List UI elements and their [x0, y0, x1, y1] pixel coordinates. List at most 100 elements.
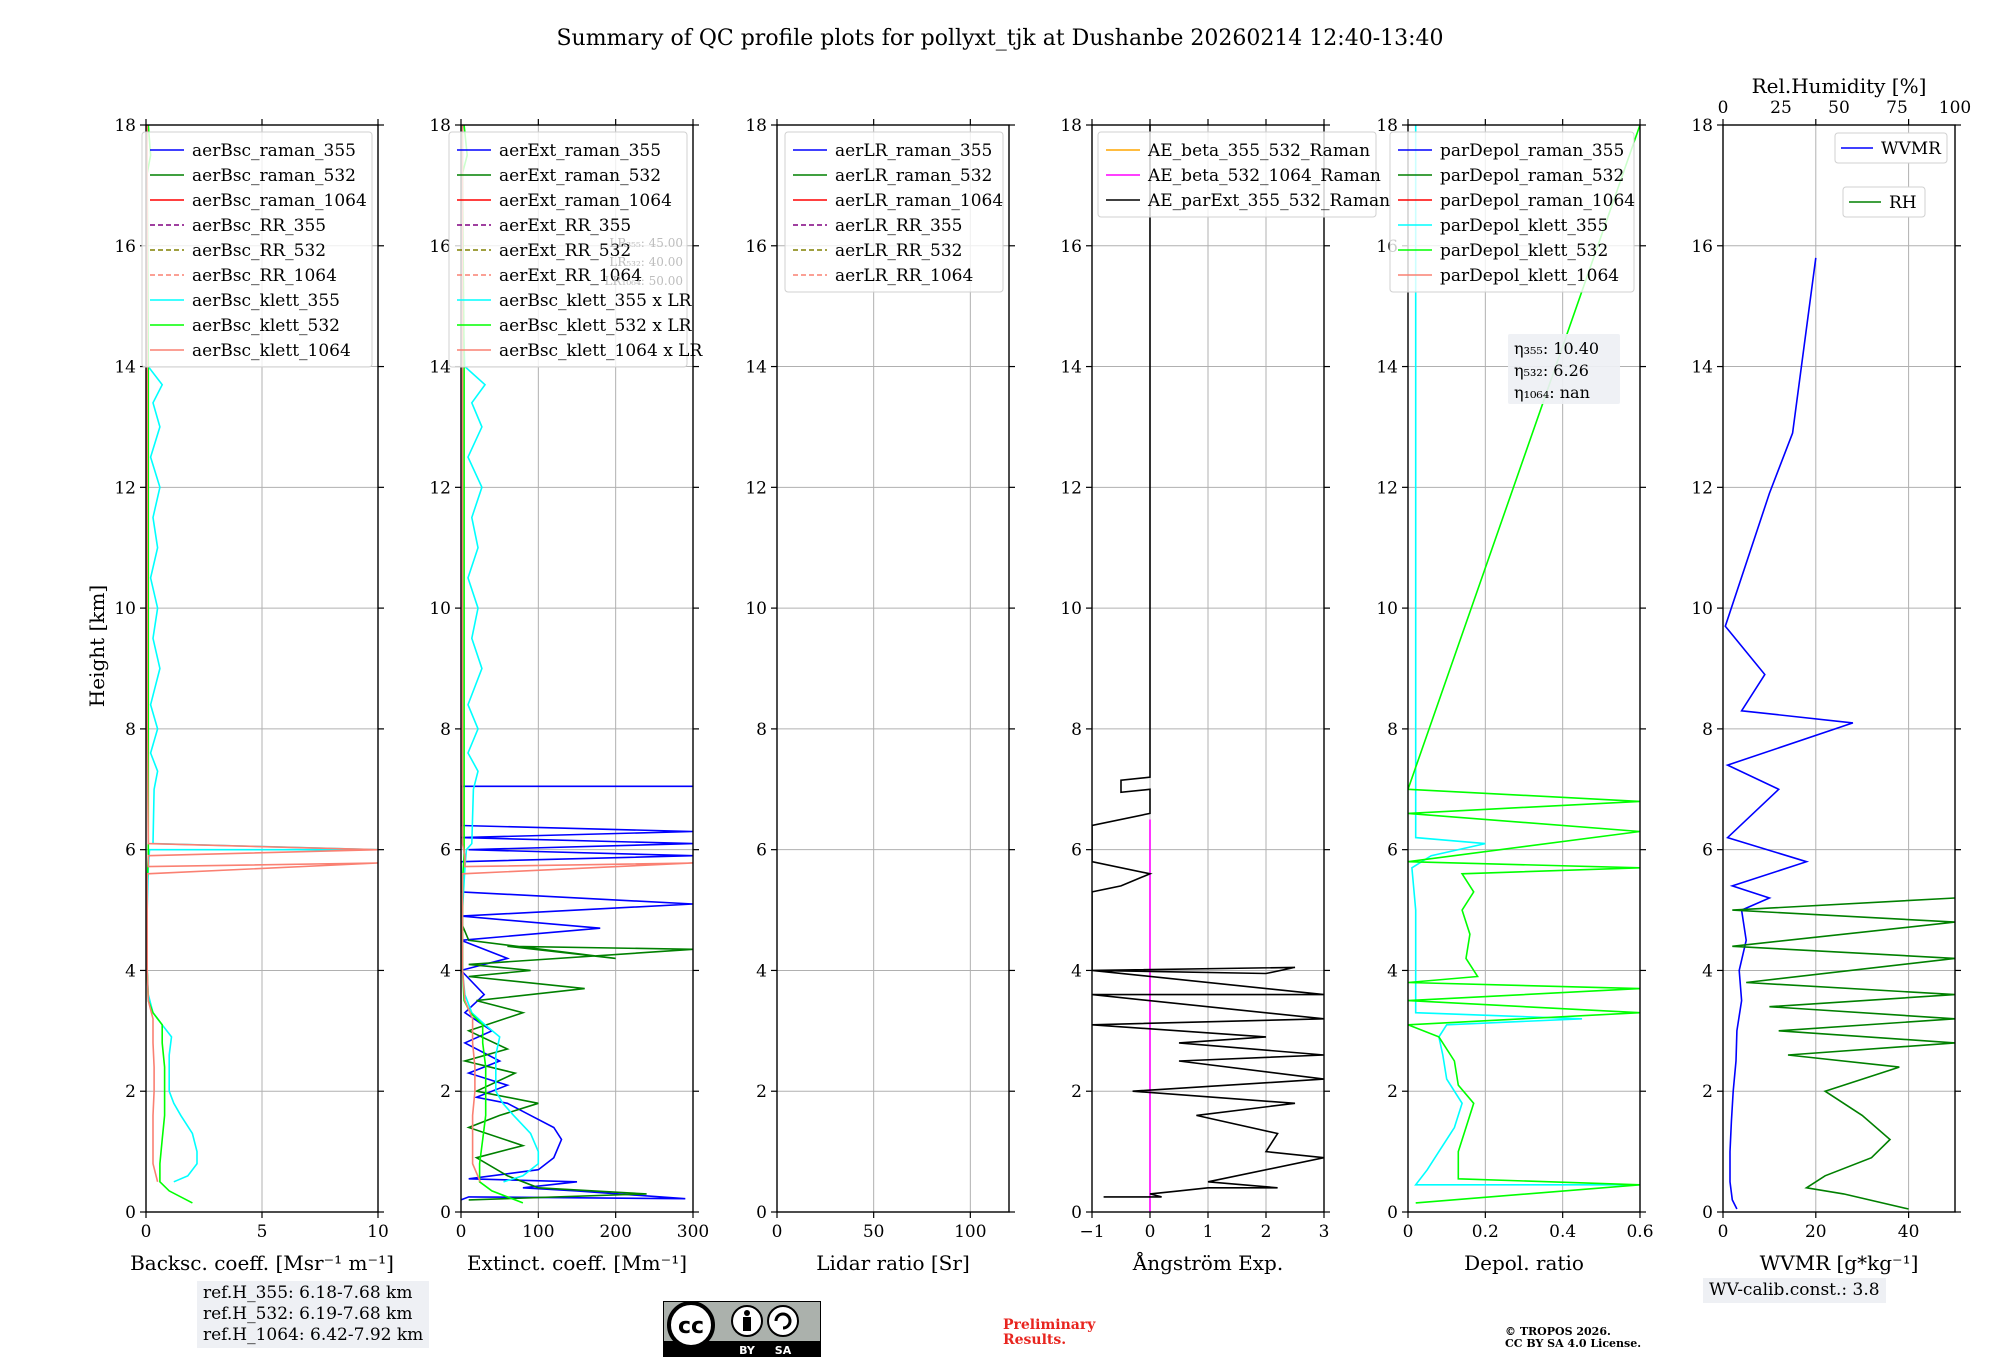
top-x-tick-label: 100 [1939, 98, 1971, 118]
legend-label: aerExt_RR_1064 [499, 266, 642, 286]
ref-height-355: ref.H_355: 6.18-7.68 km [203, 1283, 413, 1303]
legend-label: parDepol_klett_355 [1440, 216, 1608, 236]
legend-WVMR: WVMR [1834, 132, 1948, 164]
legend-box [448, 131, 688, 368]
y-tick-label: 8 [1702, 720, 1713, 740]
y-axis-label: Height [km] [85, 585, 109, 707]
legend: AE_beta_355_532_Raman AE_beta_532_1064_Ra… [1097, 131, 1390, 218]
x-tick-label: 0.4 [1549, 1222, 1576, 1242]
y-tick-label: 16 [1691, 237, 1713, 257]
legend-label: parDepol_raman_532 [1440, 166, 1624, 186]
y-tick-label: 8 [125, 720, 136, 740]
y-tick-label: 18 [1691, 116, 1713, 136]
panel-lr: 0 50 100 0 2 4 6 8 10 12 14 16 18 Lidar ratio [Sr] aer… [745, 116, 1015, 1275]
series-line-aerBsc_klett_1064 [146, 125, 378, 1182]
legend-label: AE_beta_355_532_Raman [1147, 141, 1370, 161]
series-line-parDepol_klett_355 [1411, 125, 1640, 1186]
x-tick-label: 3 [1319, 1222, 1330, 1242]
y-tick-label: 6 [756, 841, 767, 861]
legend-label: aerBsc_klett_1064 [192, 341, 351, 361]
wv-calib-box: WV-calib.const.: 3.8 [1703, 1278, 1886, 1303]
legend-label: aerBsc_klett_532 x LR [499, 316, 693, 336]
x-tick-label: −1 [1079, 1222, 1104, 1242]
legend-label: aerLR_raman_355 [835, 141, 992, 161]
y-tick-label: 16 [114, 237, 136, 257]
series-line-parDepol_klett_532 [1408, 125, 1640, 1204]
eta-box [1508, 334, 1620, 404]
y-tick-label: 8 [1071, 720, 1082, 740]
x-tick-label: 2 [1261, 1222, 1272, 1242]
legend-label: aerBsc_raman_532 [192, 166, 356, 186]
panel-bsc: 0 5 10 0 2 4 6 8 10 12 14 16 18 Backsc. coeff. [Msr⁻¹… [114, 116, 394, 1275]
x-tick-label: 0 [772, 1222, 783, 1242]
series-line-aerExt_raman_355 [461, 785, 693, 1201]
legend-label: aerLR_raman_532 [835, 166, 992, 186]
y-tick-label: 8 [756, 720, 767, 740]
x-tick-label: 20 [1805, 1222, 1827, 1242]
y-tick-label: 4 [1071, 961, 1082, 981]
y-tick-label: 4 [1387, 961, 1398, 981]
x-tick-label: 300 [677, 1222, 709, 1242]
by-text: BY [739, 1344, 756, 1357]
legend-label: aerBsc_klett_355 [192, 291, 340, 311]
legend-label: aerBsc_RR_355 [192, 216, 326, 236]
series-group [1724, 257, 1955, 1210]
axes-frame [776, 124, 1010, 1213]
x-tick-label: 50 [863, 1222, 885, 1242]
legend-label: aerExt_RR_532 [499, 241, 631, 261]
legend-label: aerBsc_raman_1064 [192, 191, 367, 211]
legend-box [1842, 186, 1926, 218]
y-tick-label: 2 [125, 1082, 136, 1102]
x-tick-label: 0 [141, 1222, 152, 1242]
y-tick-label: 0 [440, 1203, 451, 1223]
y-tick-label: 10 [1060, 599, 1082, 619]
cc-text: cc [678, 1314, 704, 1339]
y-tick-label: 4 [1702, 961, 1713, 981]
y-tick-label: 14 [745, 358, 767, 378]
ref-height-532: ref.H_532: 6.19-7.68 km [203, 1304, 413, 1324]
sa-text: SA [775, 1344, 792, 1357]
x-tick-label: 0 [1145, 1222, 1156, 1242]
y-tick-label: 14 [1691, 358, 1713, 378]
lr-label: LR₅₃₂: 40.00 [609, 255, 683, 269]
axes-frame [1722, 124, 1956, 1213]
series-line-aerBsc_klett_1064 x LR [461, 125, 693, 1183]
series-line-AE_parExt_355_532_Raman [1092, 125, 1324, 1198]
legend-label: parDepol_klett_1064 [1440, 266, 1619, 286]
legend-box [1097, 131, 1377, 218]
y-tick-label: 10 [1376, 599, 1398, 619]
y-tick-label: 14 [114, 358, 136, 378]
legend-label: aerBsc_RR_532 [192, 241, 326, 261]
ref-height-1064: ref.H_1064: 6.42-7.92 km [203, 1325, 424, 1345]
y-tick-label: 6 [1702, 841, 1713, 861]
y-tick-label: 14 [1060, 358, 1082, 378]
legend-label: aerExt_raman_1064 [499, 191, 672, 211]
y-tick-label: 12 [1376, 478, 1398, 498]
axes-frame [460, 124, 694, 1213]
y-tick-label: 8 [1387, 720, 1398, 740]
y-tick-label: 0 [1702, 1203, 1713, 1223]
y-tick-label: 2 [1702, 1082, 1713, 1102]
x-tick-label: 1 [1203, 1222, 1214, 1242]
legend-label: aerBsc_raman_355 [192, 141, 356, 161]
y-tick-label: 6 [1071, 841, 1082, 861]
y-tick-label: 4 [125, 961, 136, 981]
top-x-tick-label: 75 [1886, 98, 1908, 118]
y-tick-label: 2 [440, 1082, 451, 1102]
y-tick-label: 18 [114, 116, 136, 136]
top-x-axis-label: Rel.Humidity [%] [1752, 74, 1927, 98]
wv-calib-label: WV-calib.const.: 3.8 [1709, 1280, 1880, 1300]
y-tick-label: 10 [429, 599, 451, 619]
y-tick-label: 2 [1071, 1082, 1082, 1102]
y-tick-label: 0 [125, 1203, 136, 1223]
y-tick-label: 10 [745, 599, 767, 619]
panel-wv: 0 20 40 0 2 4 6 8 10 12 14 16 18 WVMR [g*kg⁻¹] 0 25 50 75… [1691, 74, 1971, 1275]
lr-annotation: LR₃₅₅: 45.00 LR₅₃₂: 40.00 LR₁₀₆₄: 50.00 [605, 236, 683, 288]
x-tick-label: 100 [522, 1222, 554, 1242]
y-tick-label: 0 [1387, 1203, 1398, 1223]
y-tick-label: 18 [429, 116, 451, 136]
top-x-tick-label: 0 [1718, 98, 1729, 118]
figure-title: Summary of QC profile plots for pollyxt_… [556, 26, 1443, 51]
x-axis-label: Lidar ratio [Sr] [816, 1251, 970, 1275]
